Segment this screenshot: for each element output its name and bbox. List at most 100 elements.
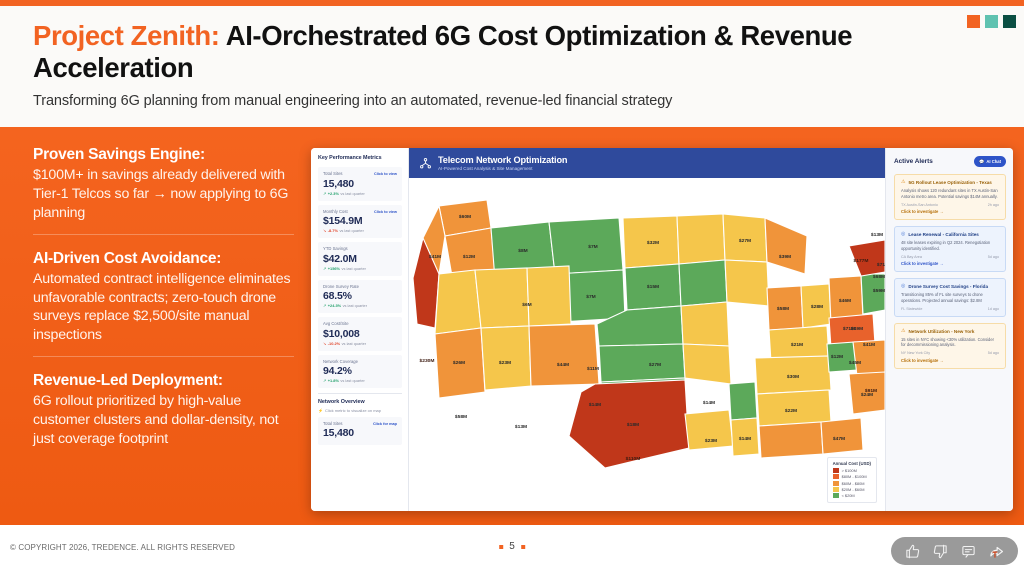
legend-title: Annual Cost (USD) [832, 461, 871, 467]
kpi-view-link[interactable]: Click to view [373, 209, 397, 214]
alert-location: FL Statewide [901, 306, 923, 311]
warning-triangle-icon: ⚠ [901, 327, 906, 334]
active-alerts-panel[interactable]: Active Alerts 💬 AI Chat ⚠ 5G Rollout Lea… [885, 148, 1013, 511]
kpi-card-network-coverage[interactable]: Network Coverage 94.2% ↗ +1.8% vs last qua… [318, 354, 402, 388]
alert-time: 5d ago [987, 351, 999, 356]
svg-text:$41M: $41M [863, 342, 875, 348]
network-overview-hint: ⚡ Click metric to visualize on map [318, 408, 402, 413]
kpi-card-drone-survey-rate[interactable]: Drone Survey Rate 68.5% ↗ +24.3% vs last q… [318, 279, 402, 313]
map-title: Telecom Network Optimization [438, 155, 568, 165]
us-states-map[interactable]: $60M $41M $12M $8M $7M $7M $6M $11M $230… [409, 178, 885, 511]
thumbs-up-icon[interactable] [905, 544, 920, 559]
svg-text:$59M: $59M [873, 288, 885, 294]
alert-cta[interactable]: Click to investigate → [901, 261, 944, 267]
svg-text:$58M: $58M [455, 414, 467, 420]
alert-cta[interactable]: Click to investigate → [901, 209, 944, 215]
kpi-value: $154.9M [323, 215, 363, 227]
slide-header: Project Zenith: AI-Orchestrated 6G Cost … [0, 6, 1024, 127]
svg-text:$47M: $47M [833, 436, 845, 442]
svg-text:$23M: $23M [705, 438, 717, 444]
svg-text:$71M: $71M [843, 326, 855, 332]
kpi-card-monthly-cost[interactable]: Monthly Cost Click to view $154.9M ↘ -8.7… [318, 204, 402, 238]
state-cost-labels: $60M $41M $12M $8M $7M $7M $6M $11M $230… [420, 214, 885, 462]
comment-icon[interactable] [961, 544, 976, 559]
svg-text:$60M: $60M [459, 214, 471, 220]
map-legend: Annual Cost (USD) > $100M $80M - $100M $… [826, 457, 877, 503]
key-points-column: Proven Savings Engine: $100M+ in savings… [0, 127, 307, 525]
thumbs-down-icon[interactable] [933, 544, 948, 559]
network-overview-title: Network Overview [318, 399, 365, 405]
kpi-card-total-sites[interactable]: Total Sites Click to view 15,480 ↗ +2.3% v… [318, 167, 402, 201]
svg-text:$27M: $27M [649, 362, 661, 368]
legend-swatch [832, 493, 839, 498]
alert-card-california[interactable]: ◎ Lease Renewal - California Sites 48 si… [894, 226, 1006, 273]
kpi-sidebar[interactable]: Key Performance Metrics Total Sites Clic… [311, 148, 409, 511]
key-point-3-body: 6G rollout prioritized by high-value cus… [33, 393, 279, 447]
kpi-delta-suffix: vs last quarter [342, 303, 368, 308]
svg-text:$8M: $8M [518, 248, 528, 254]
trend-up-icon: ↗ [323, 190, 327, 196]
warning-triangle-icon: ⚠ [901, 179, 906, 185]
alert-card-florida[interactable]: ◎ Drone Survey Cost Savings - Florida Tr… [894, 278, 1006, 317]
legend-label: $60M - $80M [841, 480, 865, 486]
legend-row: $80M - $100M [832, 474, 871, 480]
feedback-toolbar[interactable] [891, 537, 1018, 565]
choropleth-map[interactable]: $60M $41M $12M $8M $7M $7M $6M $11M $230… [409, 178, 885, 511]
legend-label: > $100M [841, 468, 857, 474]
svg-text:$177M: $177M [854, 258, 869, 264]
network-overview-hint-text: Click metric to visualize on map [324, 407, 382, 413]
share-icon[interactable] [989, 544, 1004, 559]
legend-label: $20M - $60M [841, 486, 865, 492]
svg-text:$28M: $28M [811, 304, 823, 310]
trend-down-icon: ↘ [323, 228, 327, 233]
svg-text:$11M: $11M [587, 366, 599, 372]
svg-text:$32M: $32M [647, 240, 659, 246]
kpi-card-ytd-savings[interactable]: YTD Savings $42.0M ↗ +156% vs last quarter [318, 242, 402, 276]
info-circle-icon: ◎ [901, 231, 906, 238]
trend-up-icon: ↗ [323, 378, 327, 383]
kpi-divider [318, 393, 402, 394]
svg-text:$41M: $41M [429, 254, 441, 260]
pager-dot-right [520, 544, 525, 549]
brand-swatches [967, 15, 1016, 28]
kpi-delta: ↗ +1.8% vs last quarter [323, 378, 397, 383]
lightning-icon: ⚡ [318, 407, 323, 413]
kpi-value: 68.5% [323, 290, 352, 302]
kpi-delta-value: +1.8% [327, 378, 339, 383]
svg-text:$39M: $39M [779, 254, 791, 260]
svg-text:$26M: $26M [453, 360, 465, 366]
alert-time: 5d ago [987, 254, 999, 259]
kpi-label: YTD Savings [323, 246, 348, 251]
kpi-label: Network Coverage [323, 358, 358, 364]
svg-text:$68M: $68M [873, 274, 885, 280]
legend-swatch [832, 486, 839, 492]
kpi-card-avg-cost-per-site[interactable]: Avg Cost/Site $10,008 ↘ -10.2% vs last qua… [318, 317, 402, 351]
alert-card-texas[interactable]: ⚠ 5G Rollout Lease Optimization - Texas … [894, 174, 1006, 221]
legend-swatch [832, 480, 839, 486]
alert-description: Transitioning 85% of FL site surveys to … [901, 292, 983, 303]
alert-cta[interactable]: Click to investigate → [901, 357, 944, 363]
alert-location: NY New York City [901, 351, 931, 356]
ai-chat-button[interactable]: 💬 AI Chat [974, 156, 1006, 167]
network-overview-section: Network Overview ⚡ Click metric to visua… [318, 399, 402, 445]
alert-location: TX Austin-San Antonio [901, 202, 938, 207]
kpi-delta-suffix: vs last quarter [339, 228, 364, 233]
network-nodes-icon [419, 157, 432, 170]
top-accent-rule [0, 0, 1024, 6]
overview-row-label: Total Sites [323, 420, 343, 426]
overview-map-link[interactable]: Click for map [372, 421, 397, 426]
title-brand: Project Zenith: [33, 20, 220, 51]
pager-dot-left [499, 544, 504, 549]
kpi-delta-suffix: vs last quarter [341, 340, 367, 346]
title-rest: AI-Orchestrated 6G Cost Optimization & R… [33, 20, 853, 83]
kpi-view-link[interactable]: Click to view [373, 172, 397, 176]
kpi-value: 15,480 [323, 177, 354, 190]
svg-text:$12M: $12M [831, 354, 843, 360]
alert-card-new-york[interactable]: ⚠ Network Utilization - New York 15 site… [894, 322, 1006, 369]
overview-card-total-sites[interactable]: Total Sites Click for map 15,480 [318, 416, 402, 445]
alerts-title: Active Alerts [894, 158, 933, 165]
kpi-label: Avg Cost/Site [323, 321, 349, 326]
legend-swatch [832, 474, 839, 480]
alert-time: 1d ago [987, 306, 999, 311]
